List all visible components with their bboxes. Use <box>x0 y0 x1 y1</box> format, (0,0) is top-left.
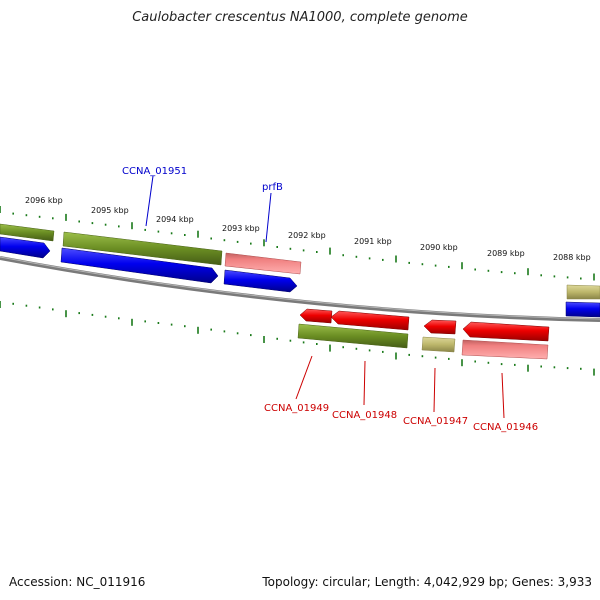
scale-ticks-inner <box>0 301 595 376</box>
forward-gene-track <box>0 223 600 300</box>
genome-backbone <box>0 256 600 322</box>
scale-label: 2094 kbp <box>156 215 194 224</box>
reverse-gene-track <box>297 323 549 360</box>
gene-feature[interactable] <box>421 336 456 353</box>
map-title: Caulobacter crescentus NA1000, complete … <box>132 10 468 25</box>
gene-label-prfb[interactable]: prfB <box>262 182 283 193</box>
scale-labels: 2096 kbp 2095 kbp 2094 kbp 2093 kbp 2092… <box>25 196 591 262</box>
scale-ticks-outer <box>0 206 595 281</box>
cds-forward-arrow[interactable] <box>60 247 219 284</box>
label-leader-line <box>295 355 313 400</box>
gene-label-ccna-01946[interactable]: CCNA_01946 <box>473 422 538 433</box>
gene-feature[interactable] <box>297 323 409 349</box>
forward-cds-track <box>0 236 600 318</box>
gene-label-ccna-01948[interactable]: CCNA_01948 <box>332 410 397 421</box>
scale-label: 2091 kbp <box>354 237 392 246</box>
reverse-gene-labels: CCNA_01949 CCNA_01948 CCNA_01947 CCNA_01… <box>264 355 538 433</box>
label-leader-line <box>145 175 154 227</box>
scale-label: 2096 kbp <box>25 196 63 205</box>
cds-forward-arrow[interactable] <box>565 301 600 318</box>
label-leader-line <box>433 367 436 413</box>
scale-label: 2090 kbp <box>420 243 458 252</box>
cds-forward-arrow[interactable] <box>0 236 51 259</box>
label-leader-line <box>501 372 505 419</box>
scale-label: 2093 kbp <box>222 224 260 233</box>
rna-feature[interactable] <box>224 252 302 275</box>
label-leader-line <box>363 360 366 406</box>
scale-label: 2088 kbp <box>553 253 591 262</box>
gene-label-ccna-01951[interactable]: CCNA_01951 <box>122 166 187 177</box>
reverse-cds-track <box>299 308 550 342</box>
genome-backbone-highlight <box>0 256 600 320</box>
gene-feature[interactable] <box>62 231 223 266</box>
cds-forward-arrow[interactable] <box>223 269 298 293</box>
cds-reverse-arrow[interactable] <box>299 308 333 324</box>
gene-feature[interactable] <box>566 284 600 300</box>
cds-reverse-arrow[interactable] <box>423 319 457 335</box>
forward-gene-labels: CCNA_01951 prfB <box>122 166 283 243</box>
rna-feature[interactable] <box>461 339 549 360</box>
cds-reverse-arrow[interactable] <box>330 310 410 331</box>
scale-label: 2089 kbp <box>487 249 525 258</box>
label-leader-line <box>265 192 272 243</box>
gene-feature[interactable] <box>0 223 55 242</box>
scale-label: 2092 kbp <box>288 231 326 240</box>
scale-label: 2095 kbp <box>91 206 129 215</box>
genome-summary-text: Topology: circular; Length: 4,042,929 bp… <box>262 575 592 589</box>
gene-label-ccna-01947[interactable]: CCNA_01947 <box>403 416 468 427</box>
cds-reverse-arrow[interactable] <box>462 321 550 342</box>
gene-label-ccna-01949[interactable]: CCNA_01949 <box>264 403 329 414</box>
accession-text: Accession: NC_011916 <box>9 575 146 589</box>
